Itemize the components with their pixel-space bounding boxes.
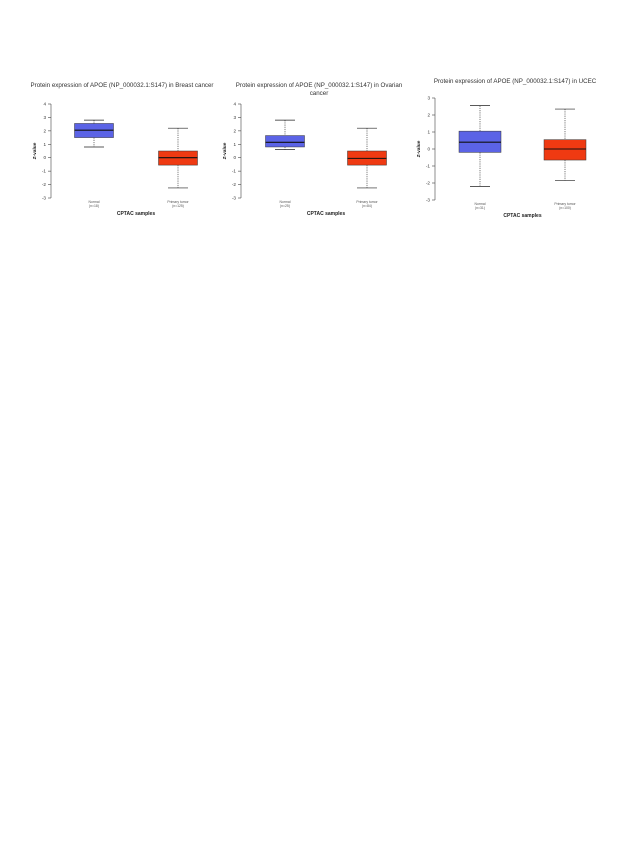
chart-title: Protein expression of APOE (NP_000032.1:… bbox=[433, 78, 597, 85]
x-axis-title: CPTAC samples bbox=[503, 213, 541, 219]
x-tick-label: (n=18) bbox=[89, 204, 99, 208]
y-tick-label: -2 bbox=[232, 182, 237, 187]
y-tick-label: 1 bbox=[43, 142, 46, 147]
y-tick-label: 0 bbox=[233, 155, 236, 160]
box-iqr bbox=[265, 135, 305, 148]
x-axis-title: CPTAC samples bbox=[117, 211, 155, 217]
boxplot-ucec: 3 2 1 0 -1 -2 -3 Z-value Normal(n=31) Primary tum… bbox=[416, 96, 587, 219]
chart-panel-breast: Protein expression of APOE (NP_000032.1:… bbox=[25, 82, 215, 222]
chart-title: Protein expression of APOE (NP_000032.1:… bbox=[30, 82, 214, 89]
x-tick-label: (n=25) bbox=[280, 204, 290, 208]
y-tick-label: -2 bbox=[426, 181, 431, 186]
y-tick-label: 1 bbox=[427, 130, 430, 135]
y-tick-label: -1 bbox=[426, 164, 431, 169]
chart-title: Protein expression of APOE (NP_000032.1:… bbox=[235, 82, 403, 97]
y-tick-label: -3 bbox=[232, 196, 237, 201]
y-tick-label: 3 bbox=[427, 96, 430, 101]
x-tick-label: Primary tumor bbox=[554, 202, 576, 206]
x-tick-label: (n=31) bbox=[475, 206, 485, 210]
boxplot-ovarian: 4 3 2 1 0 -1 -2 -3 Z-value Normal(n=25) Primary tu… bbox=[222, 102, 387, 217]
chart-panel-ucec: Protein expression of APOE (NP_000032.1:… bbox=[416, 78, 608, 222]
y-tick-label: -1 bbox=[42, 169, 47, 174]
y-tick-label: 3 bbox=[233, 115, 236, 120]
x-tick-label: Normal bbox=[475, 202, 486, 206]
boxplot-breast: 4 3 2 1 0 -1 -2 -3 Z-value Normal(n=18) Primary tu… bbox=[32, 102, 198, 217]
y-tick-label: 2 bbox=[43, 128, 46, 133]
x-tick-label: (n=125) bbox=[172, 204, 184, 208]
y-tick-label: -3 bbox=[42, 196, 47, 201]
y-tick-label: 0 bbox=[43, 155, 46, 160]
y-axis-title: Z-value bbox=[222, 142, 228, 159]
box-iqr bbox=[543, 139, 587, 161]
y-tick-label: 4 bbox=[43, 102, 46, 107]
x-tick-label: Primary tumor bbox=[356, 200, 378, 204]
y-tick-label: -3 bbox=[426, 198, 431, 203]
y-tick-label: 3 bbox=[43, 115, 46, 120]
x-tick-label: Normal bbox=[89, 200, 100, 204]
x-tick-label: Primary tumor bbox=[167, 200, 189, 204]
y-tick-label: 2 bbox=[427, 113, 430, 118]
y-tick-label: 0 bbox=[427, 147, 430, 152]
x-tick-label: (n=84) bbox=[362, 204, 372, 208]
y-tick-label: -2 bbox=[42, 182, 47, 187]
y-tick-label: -1 bbox=[232, 169, 237, 174]
x-axis-title: CPTAC samples bbox=[307, 211, 345, 217]
y-tick-label: 4 bbox=[233, 102, 236, 107]
y-tick-label: 1 bbox=[233, 142, 236, 147]
x-tick-label: Normal bbox=[280, 200, 291, 204]
y-tick-label: 2 bbox=[233, 128, 236, 133]
x-tick-label: (n=100) bbox=[559, 206, 571, 210]
y-axis-title: Z-value bbox=[416, 140, 422, 157]
y-axis-title: Z-value bbox=[32, 142, 38, 159]
chart-panel-ovarian: Protein expression of APOE (NP_000032.1:… bbox=[222, 82, 412, 222]
